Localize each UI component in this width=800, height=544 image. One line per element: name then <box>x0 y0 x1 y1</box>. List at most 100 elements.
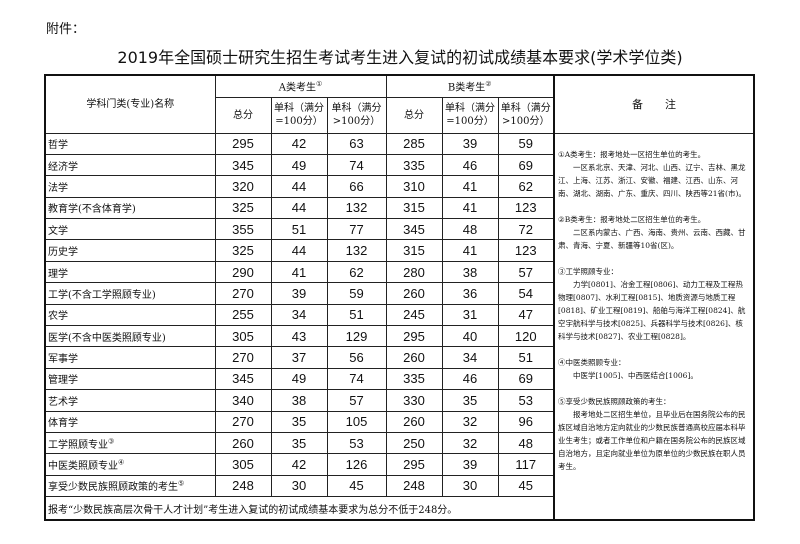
a-single-gt100-cell: 53 <box>326 431 387 455</box>
a-single100-cell: 44 <box>270 239 328 262</box>
b-single100-cell: 40 <box>441 325 499 348</box>
b-total-cell: 295 <box>385 453 443 476</box>
b-total-cell: 315 <box>385 196 443 220</box>
b-single100-header: 单科（满分=100分） <box>441 96 499 134</box>
score-requirements-table: 学科门类(专业)名称 A类考生① B类考生② 备 注 总分 单科（满分=100分… <box>44 74 755 522</box>
b-total-cell: 260 <box>385 282 443 305</box>
a-total-cell: 295 <box>214 132 272 155</box>
b-single100-cell: 31 <box>441 303 499 327</box>
b-single100-cell: 38 <box>441 260 499 284</box>
b-single-gt100-cell: 69 <box>497 153 555 177</box>
a-single-gt100-cell: 51 <box>326 303 387 327</box>
subject-name: 医学(不含中医类照顾专业) <box>44 325 216 348</box>
a-total-cell: 248 <box>214 474 272 498</box>
b-single100-cell: 35 <box>441 389 499 412</box>
a-total-cell: 305 <box>214 325 272 348</box>
a-single-gt100-cell: 129 <box>326 325 387 348</box>
a-single-gt100-cell: 56 <box>326 346 387 369</box>
notes-cell: ①A类考生：报考地处一区招生单位的考生。一区系北京、天津、河北、山西、辽宁、吉林… <box>553 132 755 521</box>
a-single100-cell: 43 <box>270 325 328 348</box>
b-single-gt100-cell: 51 <box>497 346 555 369</box>
group-a-header: A类考生① <box>214 74 387 98</box>
b-single100-cell: 30 <box>441 474 499 498</box>
note-heading: ④中医类照顾专业： <box>558 357 626 367</box>
subject-name: 享受少数民族照顾政策的考生⑤ <box>44 474 216 498</box>
a-single-gt100-cell: 57 <box>326 389 387 412</box>
b-single-gt100-cell: 117 <box>497 453 555 476</box>
subject-name: 文学 <box>44 218 216 241</box>
b-single100-cell: 39 <box>441 132 499 155</box>
a-single100-cell: 37 <box>270 346 328 369</box>
a-single100-cell: 42 <box>270 132 328 155</box>
note-item: ①A类考生：报考地处一区招生单位的考生。一区系北京、天津、河北、山西、辽宁、吉林… <box>558 148 750 200</box>
note-item: ③工学照顾专业： 力学[0801]、冶金工程[0806]、动力工程及工程热物理[0… <box>558 265 750 343</box>
a-single100-cell: 49 <box>270 367 328 391</box>
b-total-cell: 315 <box>385 239 443 262</box>
b-single100-cell: 32 <box>441 431 499 455</box>
subject-name: 军事学 <box>44 346 216 369</box>
b-single100-cell: 32 <box>441 410 499 433</box>
b-total-cell: 280 <box>385 260 443 284</box>
a-total-cell: 260 <box>214 431 272 455</box>
b-single100-cell: 46 <box>441 153 499 177</box>
a-single100-cell: 44 <box>270 196 328 220</box>
subject-name: 管理学 <box>44 367 216 391</box>
b-total-cell: 330 <box>385 389 443 412</box>
a-total-cell: 345 <box>214 367 272 391</box>
b-single-gt100-cell: 72 <box>497 218 555 241</box>
subject-name: 教育学(不含体育学) <box>44 196 216 220</box>
a-single-gt100-cell: 66 <box>326 175 387 198</box>
b-single-gt100-cell: 123 <box>497 196 555 220</box>
b-single-gt100-cell: 96 <box>497 410 555 433</box>
a-total-cell: 345 <box>214 153 272 177</box>
b-single100-cell: 36 <box>441 282 499 305</box>
note-body: 力学[0801]、冶金工程[0806]、动力工程及工程热物理[0807]、水利工… <box>558 279 746 341</box>
b-single100-cell: 41 <box>441 239 499 262</box>
a-total-cell: 255 <box>214 303 272 327</box>
table-row: 法学 320 44 66 310 41 62 <box>44 175 754 198</box>
subject-name: 工学(不含工学照顾专业) <box>44 282 216 305</box>
table-row: 艺术学 340 38 57 330 35 53 <box>44 389 754 412</box>
b-total-cell: 260 <box>385 410 443 433</box>
table-row: 教育学(不含体育学) 325 44 132 315 41 123 <box>44 196 754 220</box>
a-single100-cell: 35 <box>270 410 328 433</box>
b-single100-cell: 34 <box>441 346 499 369</box>
a-single-gt100-cell: 105 <box>326 410 387 433</box>
table-row: 农学 255 34 51 245 31 47 <box>44 303 754 327</box>
a-single100-header: 单科（满分=100分） <box>270 96 328 134</box>
b-total-cell: 245 <box>385 303 443 327</box>
table-row: 哲学 295 42 63 285 39 59 ①A类考生：报考地处一区招生单位的考生。 一区系北… <box>44 132 755 521</box>
note-heading: ①A类考生：报考地处一区招生单位的考生。 <box>558 149 706 159</box>
b-single-gt100-cell: 69 <box>497 367 555 391</box>
a-single-gt100-cell: 77 <box>326 218 387 241</box>
b-total-cell: 295 <box>385 325 443 348</box>
b-total-cell: 250 <box>385 431 443 455</box>
subject-name: 体育学 <box>44 410 216 433</box>
document-title: 2019年全国硕士研究生招生考试考生进入复试的初试成绩基本要求(学术学位类) <box>117 48 683 67</box>
table-row: 享受少数民族照顾政策的考生⑤ 248 30 45 248 30 45 <box>44 474 754 498</box>
a-total-header: 总分 <box>214 96 272 134</box>
b-total-cell: 335 <box>385 367 443 391</box>
note-body: 二区系内蒙古、广西、海南、贵州、云南、西藏、甘肃、青海、宁夏、新疆等10省(区)… <box>558 227 746 250</box>
b-single-gt100-header: 单科（满分>100分） <box>497 96 555 134</box>
b-single100-cell: 46 <box>441 367 499 391</box>
b-single100-cell: 41 <box>441 196 499 220</box>
b-total-cell: 260 <box>385 346 443 369</box>
note-body: 报考地处二区招生单位，且毕业后在国务院公布的民族区域自治地方定向就业的少数民族普… <box>558 409 746 471</box>
note-body: 一区系北京、天津、河北、山西、辽宁、吉林、黑龙江、上海、江苏、浙江、安徽、福建、… <box>558 162 746 198</box>
a-single-gt100-cell: 126 <box>326 453 387 476</box>
a-total-cell: 325 <box>214 196 272 220</box>
a-total-cell: 290 <box>214 260 272 284</box>
b-total-cell: 335 <box>385 153 443 177</box>
a-single100-cell: 30 <box>270 474 328 498</box>
note-body: 中医学[1005]、中西医结合[1006]。 <box>573 370 698 380</box>
b-single-gt100-cell: 123 <box>497 239 555 262</box>
table-row: 工学(不含工学照顾专业) 270 39 59 260 36 54 <box>44 282 754 305</box>
a-single-gt100-cell: 74 <box>326 153 387 177</box>
a-total-cell: 270 <box>214 346 272 369</box>
note-heading: ②B类考生：报考地处二区招生单位的考生。 <box>558 214 706 224</box>
a-single100-cell: 42 <box>270 453 328 476</box>
a-total-cell: 320 <box>214 175 272 198</box>
subject-name: 理学 <box>44 260 216 284</box>
a-single100-cell: 38 <box>270 389 328 412</box>
